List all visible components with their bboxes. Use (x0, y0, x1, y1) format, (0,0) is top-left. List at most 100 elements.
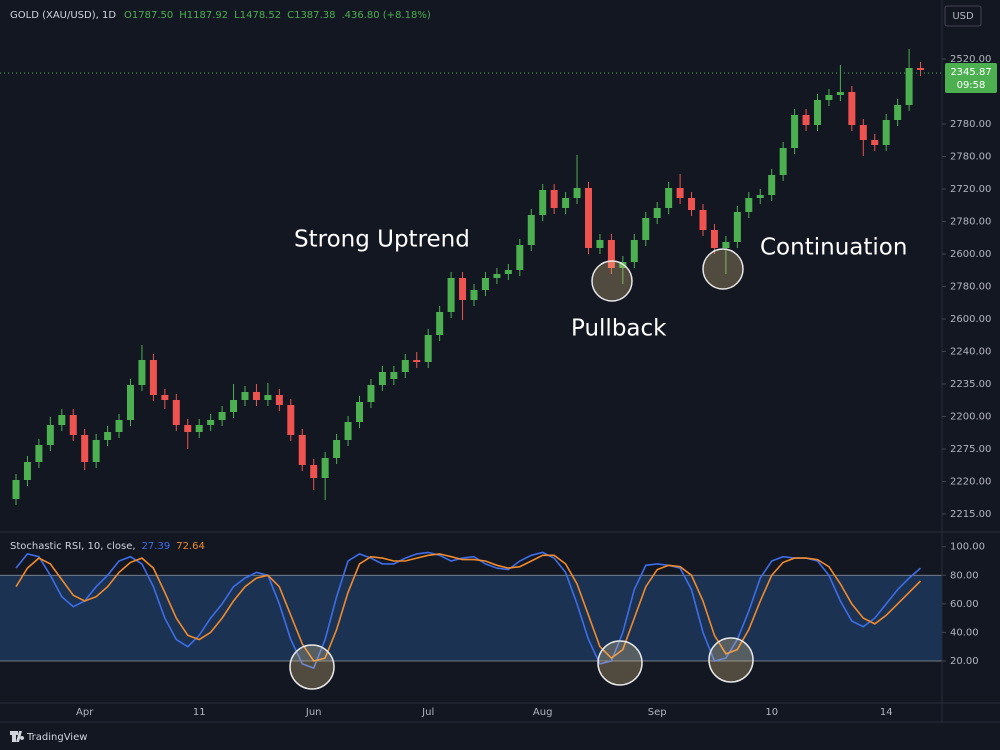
candle-body (447, 278, 455, 312)
stoch-k-value: 27.39 (142, 541, 171, 552)
y-tick-label: 2600.00 (950, 314, 991, 325)
price-tag-value: 2345.87 (950, 67, 991, 78)
ohlc-high: H1187.92 (179, 10, 228, 21)
candle-body (607, 240, 615, 268)
candle-body (481, 278, 489, 290)
candle-body (527, 215, 535, 245)
candle-body (550, 190, 558, 208)
candle-body (436, 312, 444, 335)
candle-body (81, 435, 89, 462)
x-tick-label: Apr (76, 707, 94, 718)
candle-body (665, 188, 673, 208)
y-tick-label: 2275.00 (950, 444, 991, 455)
candle-body (642, 218, 650, 240)
candle-body (710, 230, 718, 248)
candle-body (138, 360, 146, 385)
price-tag-countdown: 09:58 (957, 80, 986, 91)
ohlc-close: C1387.38 (287, 10, 335, 21)
currency[interactable]: USD (952, 11, 974, 22)
stoch-band-fill (0, 575, 942, 661)
x-tick-label: 10 (765, 707, 778, 718)
candle-body (802, 115, 810, 125)
candle-body (699, 210, 707, 230)
candle-body (768, 175, 776, 195)
y-tick-label: 2240.00 (950, 347, 991, 358)
candle-body (298, 435, 306, 465)
stoch-d-value: 72.64 (176, 541, 205, 552)
ohlc-open: O1787.50 (124, 10, 173, 21)
candle-body (161, 395, 169, 400)
y-tick-label: 100.00 (950, 542, 985, 553)
candle-body (207, 420, 215, 425)
candle-body (195, 425, 203, 432)
currency-box[interactable] (944, 5, 982, 27)
candle-body (413, 360, 421, 362)
candle-body (516, 245, 524, 270)
y-tick-label: 20.00 (950, 656, 979, 667)
y-tick-label: 2780.00 (950, 217, 991, 228)
ohlc-low: L1478.52 (234, 10, 281, 21)
candle-body (252, 392, 260, 400)
highlight-circle (591, 260, 633, 302)
candle-body (596, 240, 604, 248)
candle-body (69, 415, 77, 435)
candle-body (733, 212, 741, 242)
x-tick-label: 14 (880, 707, 893, 718)
brand-name[interactable]: TradingView (26, 732, 87, 743)
highlight-circles (289, 248, 754, 690)
candle-body (230, 400, 238, 412)
candle-body (184, 425, 192, 432)
candle-body (46, 425, 54, 445)
candle-body (653, 208, 661, 218)
candle-body (287, 405, 295, 435)
candle-body (23, 462, 31, 480)
annotation: Pullback (571, 316, 667, 342)
candle-body (836, 92, 844, 95)
candle-body (688, 198, 696, 210)
candle-body (12, 480, 20, 499)
candle-body (264, 395, 272, 400)
candle-body (424, 335, 432, 362)
candle-body (905, 68, 913, 105)
y-tick-label: 2520.00 (950, 54, 991, 65)
candle-body (321, 458, 329, 478)
candle-body (882, 120, 890, 145)
candle-body (401, 360, 409, 372)
header: GOLD (XAU/USD), 1D O1787.50 H1187.92 L1478.… (10, 10, 431, 21)
candle-body (241, 392, 249, 400)
candle-body (470, 290, 478, 300)
candle-body (172, 400, 180, 425)
brand-logo[interactable] (10, 731, 25, 742)
candle-body (539, 190, 547, 215)
candle-body (745, 198, 753, 212)
stoch-line (15, 551, 922, 670)
candle-body (127, 385, 134, 420)
candle-body (58, 415, 66, 425)
annotation: Continuation (760, 235, 907, 261)
candle-body (390, 372, 398, 379)
x-tick-label: Sep (648, 707, 667, 718)
y-tick-label: 2215.00 (950, 509, 991, 520)
candle-body (310, 465, 318, 478)
highlight-circle (702, 248, 744, 290)
stoch-legend: Stochastic RSI, 10, close, 27.39 72.64 (10, 541, 205, 552)
candle-body (344, 422, 352, 440)
candle-body (104, 432, 112, 440)
candle-body (356, 402, 363, 422)
candle-body (493, 274, 501, 278)
candle-body (218, 412, 226, 420)
candle-body (562, 198, 570, 208)
candle-body (333, 440, 341, 458)
candle-body (791, 115, 799, 148)
y-tick-label: 2780.00 (950, 282, 991, 293)
brand[interactable]: TradingView (10, 731, 87, 743)
candle-body (871, 140, 879, 145)
candle-body (676, 188, 684, 198)
candle-body (149, 360, 157, 395)
candle-body (722, 242, 730, 248)
highlight-circle (708, 637, 754, 683)
candle-body (92, 440, 100, 462)
y-tick-label: 2780.00 (950, 119, 991, 130)
candle-body (275, 395, 283, 405)
